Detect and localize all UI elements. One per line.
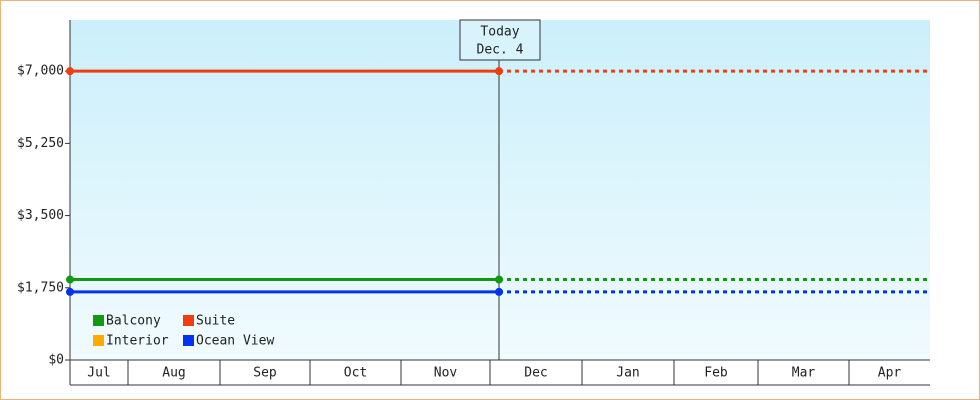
x-tick-label: Mar (792, 366, 816, 381)
today-box (459, 19, 541, 61)
legend-swatch (183, 315, 194, 326)
x-tick-label: Apr (878, 366, 902, 381)
today-date: Dec. 4 (477, 43, 524, 58)
legend-swatch (93, 315, 104, 326)
x-tick-label: Jul (87, 366, 110, 381)
plot-area (70, 20, 930, 360)
legend-label: Suite (196, 314, 235, 329)
x-tick-label: Feb (704, 366, 728, 381)
legend-label: Balcony (106, 314, 161, 329)
start-point (66, 287, 74, 296)
today-label: Today (480, 25, 519, 40)
legend-swatch (93, 335, 104, 346)
x-tick-label: Jan (616, 366, 639, 381)
x-tick-label: Sep (253, 366, 277, 381)
x-tick-label: Aug (162, 366, 185, 381)
y-tick-label: $3,500 (17, 208, 64, 223)
x-tick-label: Dec (524, 366, 547, 381)
start-point (66, 275, 74, 284)
y-tick-label: $7,000 (17, 64, 64, 79)
today-point (495, 275, 503, 284)
legend-swatch (183, 335, 194, 346)
start-point (66, 67, 74, 76)
x-tick-label: Oct (344, 366, 367, 381)
y-tick-label: $5,250 (17, 136, 64, 151)
y-tick-label: $1,750 (17, 280, 64, 295)
today-point (495, 67, 503, 76)
legend-label: Interior (106, 334, 169, 349)
y-tick-label: $0 (48, 353, 64, 368)
today-point (495, 287, 503, 296)
legend-label: Ocean View (196, 334, 274, 349)
x-tick-label: Nov (434, 366, 458, 381)
